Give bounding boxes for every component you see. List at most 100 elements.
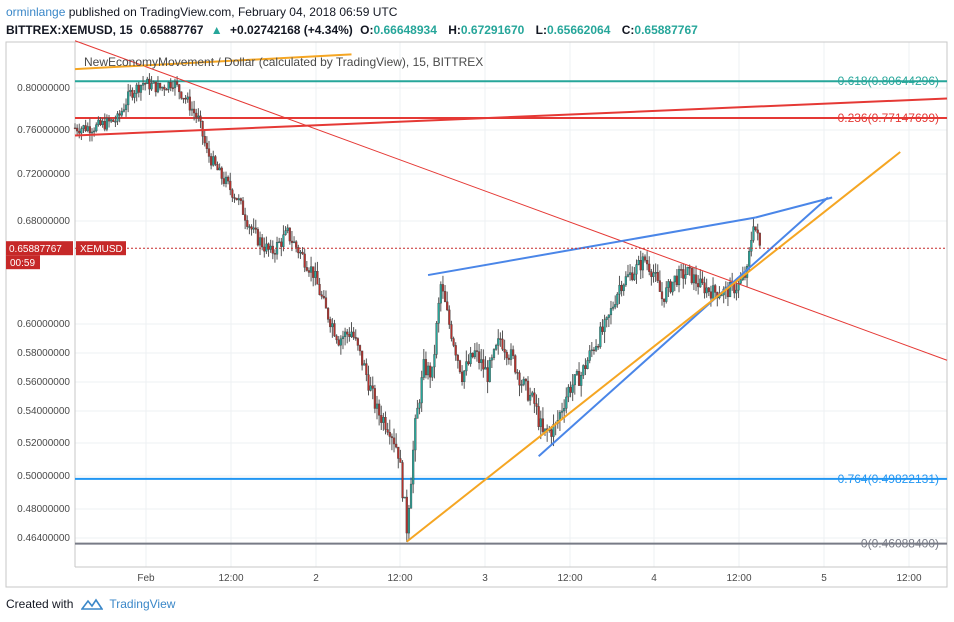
trend-line xyxy=(427,216,756,277)
candle-body xyxy=(322,296,325,298)
candle-body xyxy=(584,365,587,369)
author-link[interactable]: orminlange xyxy=(6,5,66,19)
candle-body xyxy=(624,276,627,286)
candle-body xyxy=(422,359,425,378)
candle-body xyxy=(320,294,323,297)
candle-body xyxy=(429,365,432,378)
candle-body xyxy=(671,281,674,293)
candle-body xyxy=(120,111,123,116)
candle-body xyxy=(629,272,632,275)
y-tick-label: 0.48000000 xyxy=(17,504,70,515)
candle-body xyxy=(331,323,334,328)
publish-info: orminlange published on TradingView.com,… xyxy=(6,5,397,19)
candle-body xyxy=(675,275,678,286)
candle-body xyxy=(161,86,164,89)
candle-body xyxy=(409,483,413,509)
candle-body xyxy=(371,385,374,389)
x-tick-label: 2 xyxy=(313,573,319,584)
candle-body xyxy=(333,323,336,337)
candle-body xyxy=(714,285,717,293)
candle-body xyxy=(412,449,415,485)
candle-body xyxy=(280,241,283,247)
candle-body xyxy=(129,89,132,92)
candle-body xyxy=(505,351,508,359)
candle-body xyxy=(220,167,223,179)
candle-body xyxy=(84,125,87,131)
candle-body xyxy=(537,406,540,427)
candle-body xyxy=(535,403,538,407)
x-tick-label: 12:00 xyxy=(557,573,582,584)
candle-body xyxy=(375,403,379,409)
candle-body xyxy=(709,291,713,299)
time-axis: Feb 12:00 2 12:00 3 12:00 4 12:00 5 12:00 xyxy=(137,573,922,584)
candle-body xyxy=(752,226,755,241)
candle-body xyxy=(467,361,470,365)
candle-body xyxy=(635,264,638,275)
candle-body xyxy=(182,97,185,100)
candle-body xyxy=(254,227,257,230)
trend-line xyxy=(74,53,352,71)
last-price: 0.65887767 xyxy=(140,23,204,37)
candle-body xyxy=(397,446,400,459)
candle-body xyxy=(90,131,94,134)
candle-body xyxy=(305,267,308,271)
candle-body xyxy=(356,338,359,346)
candle-body xyxy=(290,240,294,243)
candle-body xyxy=(139,85,143,93)
ohlc-low: L:0.65662064 xyxy=(536,23,615,37)
candle-body xyxy=(197,115,200,118)
fib-level-label: 0.618(0.80644296) xyxy=(838,74,939,88)
ohlc-open: O:0.66648934 xyxy=(360,23,441,37)
candle-body xyxy=(639,260,642,271)
candle-body xyxy=(86,126,89,131)
candle-body xyxy=(646,260,649,265)
candle-body xyxy=(711,285,715,299)
candle-body xyxy=(167,82,170,90)
x-tick-label: 12:00 xyxy=(218,573,243,584)
candle-body xyxy=(686,266,689,275)
candle-body xyxy=(303,253,306,268)
candle-body xyxy=(180,91,183,99)
candle-body xyxy=(405,496,408,534)
candle-body xyxy=(618,284,621,295)
trend-line xyxy=(74,40,948,361)
candle-body xyxy=(361,350,364,366)
y-tick-label: 0.60000000 xyxy=(17,319,70,330)
candles xyxy=(73,73,761,542)
candle-body xyxy=(669,281,672,293)
candle-body xyxy=(460,371,464,383)
candle-body xyxy=(667,281,670,288)
candle-body xyxy=(246,220,249,227)
symbol-info: BITTREX:XEMUSD, 15 0.65887767 ▲ +0.02742… xyxy=(6,23,706,37)
candle-body xyxy=(497,338,500,346)
candle-body xyxy=(594,346,598,351)
x-tick-label: 12:00 xyxy=(726,573,751,584)
candle-body xyxy=(435,322,438,355)
candle-body xyxy=(110,119,113,122)
candle-body xyxy=(541,418,545,432)
candle-body xyxy=(252,227,255,230)
candle-body xyxy=(284,230,287,235)
candle-body xyxy=(677,269,681,286)
y-tick-label: 0.50000000 xyxy=(17,471,70,482)
candle-body xyxy=(326,308,330,320)
candle-body xyxy=(437,302,440,324)
candle-body xyxy=(193,108,196,114)
candle-body xyxy=(346,331,349,335)
tradingview-link[interactable]: TradingView xyxy=(109,597,176,611)
candle-body xyxy=(488,360,491,382)
price-change: +0.02742168 (+4.34%) xyxy=(230,23,353,37)
candle-body xyxy=(256,229,260,246)
trend-lines xyxy=(74,40,948,543)
candle-body xyxy=(273,253,277,255)
candle-body xyxy=(448,309,451,325)
candle-body xyxy=(76,127,79,132)
candle-body xyxy=(190,108,194,111)
candle-body xyxy=(471,352,474,358)
candle-body xyxy=(452,338,455,346)
candle-body xyxy=(354,337,357,339)
candle-body xyxy=(382,417,385,423)
candle-body xyxy=(207,148,211,157)
candle-body xyxy=(233,197,236,199)
